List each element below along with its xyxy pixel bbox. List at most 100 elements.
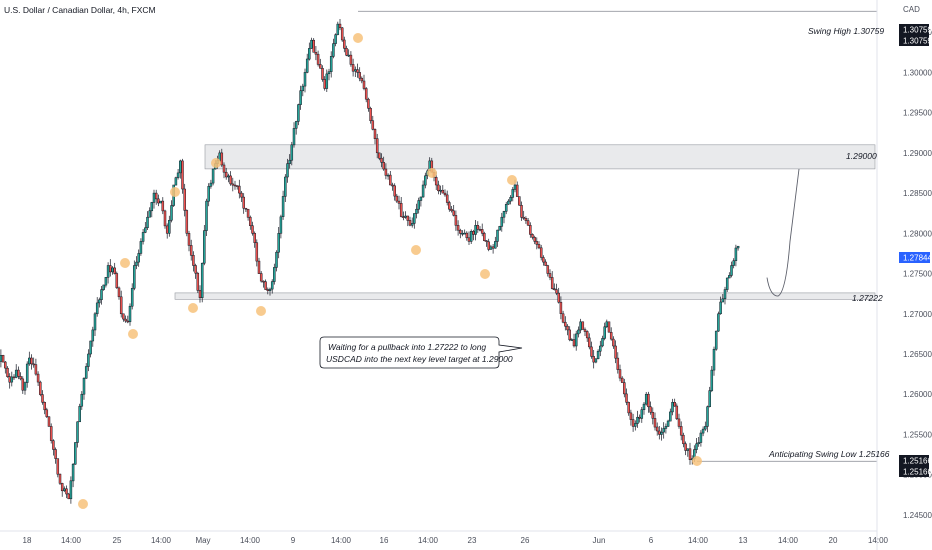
- candle: [349, 51, 353, 67]
- candle: [157, 194, 160, 207]
- candle: [244, 207, 248, 212]
- candle: [288, 154, 291, 169]
- candle: [233, 180, 237, 190]
- candle: [686, 448, 690, 457]
- candle: [498, 225, 501, 231]
- candle: [249, 215, 252, 230]
- candle: [504, 201, 508, 215]
- candle: [417, 197, 420, 214]
- candle: [572, 333, 576, 348]
- candle: [198, 285, 202, 303]
- pivot-marker: [507, 175, 517, 185]
- resistance-zone[interactable]: [204, 144, 876, 170]
- candle: [592, 350, 595, 369]
- candle: [459, 228, 462, 239]
- candle: [358, 67, 361, 82]
- candle: [662, 422, 665, 439]
- candle: [43, 401, 46, 415]
- candle: [332, 38, 335, 59]
- zones: [174, 144, 876, 300]
- candle: [87, 349, 90, 372]
- candle: [235, 185, 239, 190]
- candle: [590, 341, 593, 359]
- candle: [242, 193, 245, 214]
- support-zone[interactable]: [174, 292, 876, 300]
- candle: [327, 68, 331, 81]
- candle: [205, 198, 208, 236]
- candle: [564, 316, 567, 331]
- candle: [489, 244, 493, 250]
- candle: [262, 280, 265, 288]
- candle: [39, 380, 42, 397]
- candle: [533, 235, 536, 245]
- candle: [91, 326, 95, 347]
- candle: [100, 286, 103, 305]
- candle: [347, 49, 350, 57]
- price-tag-swing-high: 1.30759 1.30759: [899, 24, 932, 46]
- svg-text:1.25166: 1.25166: [903, 457, 932, 466]
- price-tag-current: 1.27844: [899, 252, 932, 263]
- svg-text:1.25166: 1.25166: [903, 468, 932, 477]
- candle: [609, 327, 613, 341]
- candle: [253, 231, 256, 248]
- candle: [364, 87, 368, 103]
- candle: [627, 401, 630, 416]
- candle: [21, 376, 25, 394]
- candle: [12, 374, 16, 380]
- candle: [229, 171, 232, 186]
- time-tick: 16: [380, 536, 389, 545]
- pivot-marker: [78, 499, 88, 509]
- candle: [714, 330, 718, 351]
- time-tick: 14:00: [868, 536, 889, 545]
- candle: [104, 277, 108, 288]
- candle: [329, 51, 333, 78]
- candle: [524, 216, 528, 224]
- time-tick: 20: [829, 536, 838, 545]
- candle: [303, 68, 307, 93]
- candle: [583, 327, 587, 336]
- time-tick: 14:00: [418, 536, 439, 545]
- candle: [441, 185, 445, 194]
- candle: [297, 103, 300, 126]
- candle: [351, 58, 355, 77]
- candle: [675, 403, 679, 420]
- candle: [599, 340, 602, 357]
- candle: [290, 141, 294, 166]
- candle: [539, 244, 543, 261]
- candle: [119, 290, 123, 318]
- candle: [78, 403, 81, 423]
- projection-line[interactable]: [766, 168, 800, 297]
- candle: [515, 181, 519, 197]
- candle: [122, 313, 125, 322]
- pivot-marker: [128, 329, 138, 339]
- candle: [360, 76, 364, 84]
- svg-text:1.30759: 1.30759: [903, 37, 932, 46]
- price-tick: 1.28000: [903, 229, 932, 238]
- candle: [384, 163, 388, 180]
- candle: [631, 413, 635, 432]
- candle: [502, 210, 506, 224]
- candle: [292, 122, 296, 148]
- candle: [415, 203, 418, 219]
- pivot-markers: [78, 33, 702, 509]
- candle: [251, 221, 254, 236]
- candle: [49, 423, 53, 444]
- candle: [511, 187, 515, 202]
- price-tick: 1.27000: [903, 310, 932, 319]
- candle: [240, 191, 243, 202]
- candle: [391, 182, 394, 191]
- price-tick: 1.26500: [903, 350, 932, 359]
- candle: [480, 223, 484, 237]
- time-axis-ticks: 18 14:00 25 14:00 May 14:00 9 14:00 16 14:00 23 26 J…: [23, 536, 889, 545]
- axis-currency: CAD: [903, 5, 920, 14]
- callout-line-2: USDCAD into the next key level target at…: [326, 354, 513, 364]
- candle: [542, 255, 545, 266]
- candle: [203, 225, 206, 266]
- candle: [697, 437, 700, 447]
- candle: [478, 226, 482, 232]
- pivot-marker: [170, 187, 180, 197]
- candle: [146, 211, 149, 230]
- candle: [673, 398, 676, 407]
- callout-line-1: Waiting for a pullback into 1.27222 to l…: [328, 342, 486, 352]
